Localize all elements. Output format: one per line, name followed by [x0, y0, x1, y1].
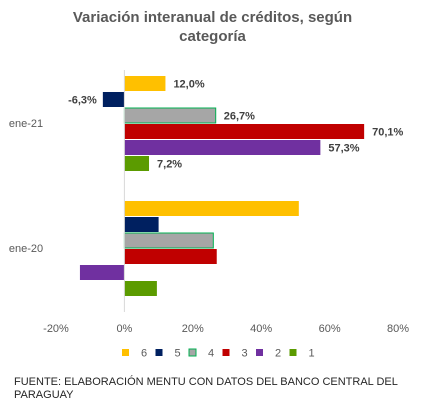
bar-ene-21-series-6 [124, 76, 166, 91]
legend-swatch-series-5 [155, 349, 163, 356]
legend-swatch-series-3 [222, 349, 230, 356]
bar-ene-20-series-6 [124, 201, 299, 216]
bar-ene-20-series-2 [79, 265, 125, 280]
legend-label-series-5: 5 [175, 348, 181, 360]
legend-label-series-6: 6 [141, 348, 147, 360]
source-note: FUENTE: ELABORACIÓN MENTU CON DATOS DEL … [14, 376, 398, 401]
data-label-ene-21-series-2: 57,3% [328, 143, 359, 155]
data-label-ene-21-series-6: 12,0% [173, 79, 204, 91]
bar-ene-20-series-4 [123, 232, 214, 249]
legend-label-series-4: 4 [208, 348, 214, 360]
bar-ene-21-series-2 [124, 140, 321, 155]
chart-title: Variación interanual de créditos, según … [0, 8, 425, 46]
data-label-ene-21-series-3: 70,1% [372, 127, 403, 139]
data-label-ene-21-series-1: 7,2% [157, 159, 182, 171]
x-tick-label-5: 80% [387, 323, 409, 335]
chart-title-line-1: Variación interanual de créditos, según [72, 9, 353, 26]
bar-ene-20-series-5 [124, 217, 159, 232]
data-label-ene-21-series-5: -6,3% [68, 95, 97, 107]
legend-swatch-series-6 [122, 349, 129, 356]
category-label-ene-20: ene-20 [9, 243, 43, 255]
x-tick-label-0: -20% [43, 323, 69, 335]
legend-label-series-3: 3 [242, 348, 248, 360]
bar-ene-20-series-3 [124, 249, 217, 264]
x-tick-label-1: 0% [116, 323, 132, 335]
category-label-ene-21: ene-21 [9, 118, 43, 130]
legend-swatch-series-4 [188, 348, 197, 357]
x-tick-label-3: 40% [250, 323, 272, 335]
legend-label-series-1: 1 [309, 348, 315, 360]
bar-ene-21-series-1 [124, 156, 150, 171]
bar-ene-21-series-5 [102, 92, 125, 107]
bar-ene-20-series-1 [124, 281, 157, 296]
x-tick-label-4: 60% [319, 323, 341, 335]
x-tick-label-2: 20% [182, 323, 204, 335]
bar-ene-21-series-3 [124, 124, 365, 139]
legend-swatch-series-1 [289, 349, 297, 356]
bar-ene-21-series-4 [123, 107, 217, 124]
legend-swatch-series-2 [256, 349, 263, 356]
data-label-ene-21-series-4: 26,7% [224, 111, 255, 123]
chart-title-line-2: categoría [179, 28, 246, 45]
legend-label-series-2: 2 [275, 348, 281, 360]
